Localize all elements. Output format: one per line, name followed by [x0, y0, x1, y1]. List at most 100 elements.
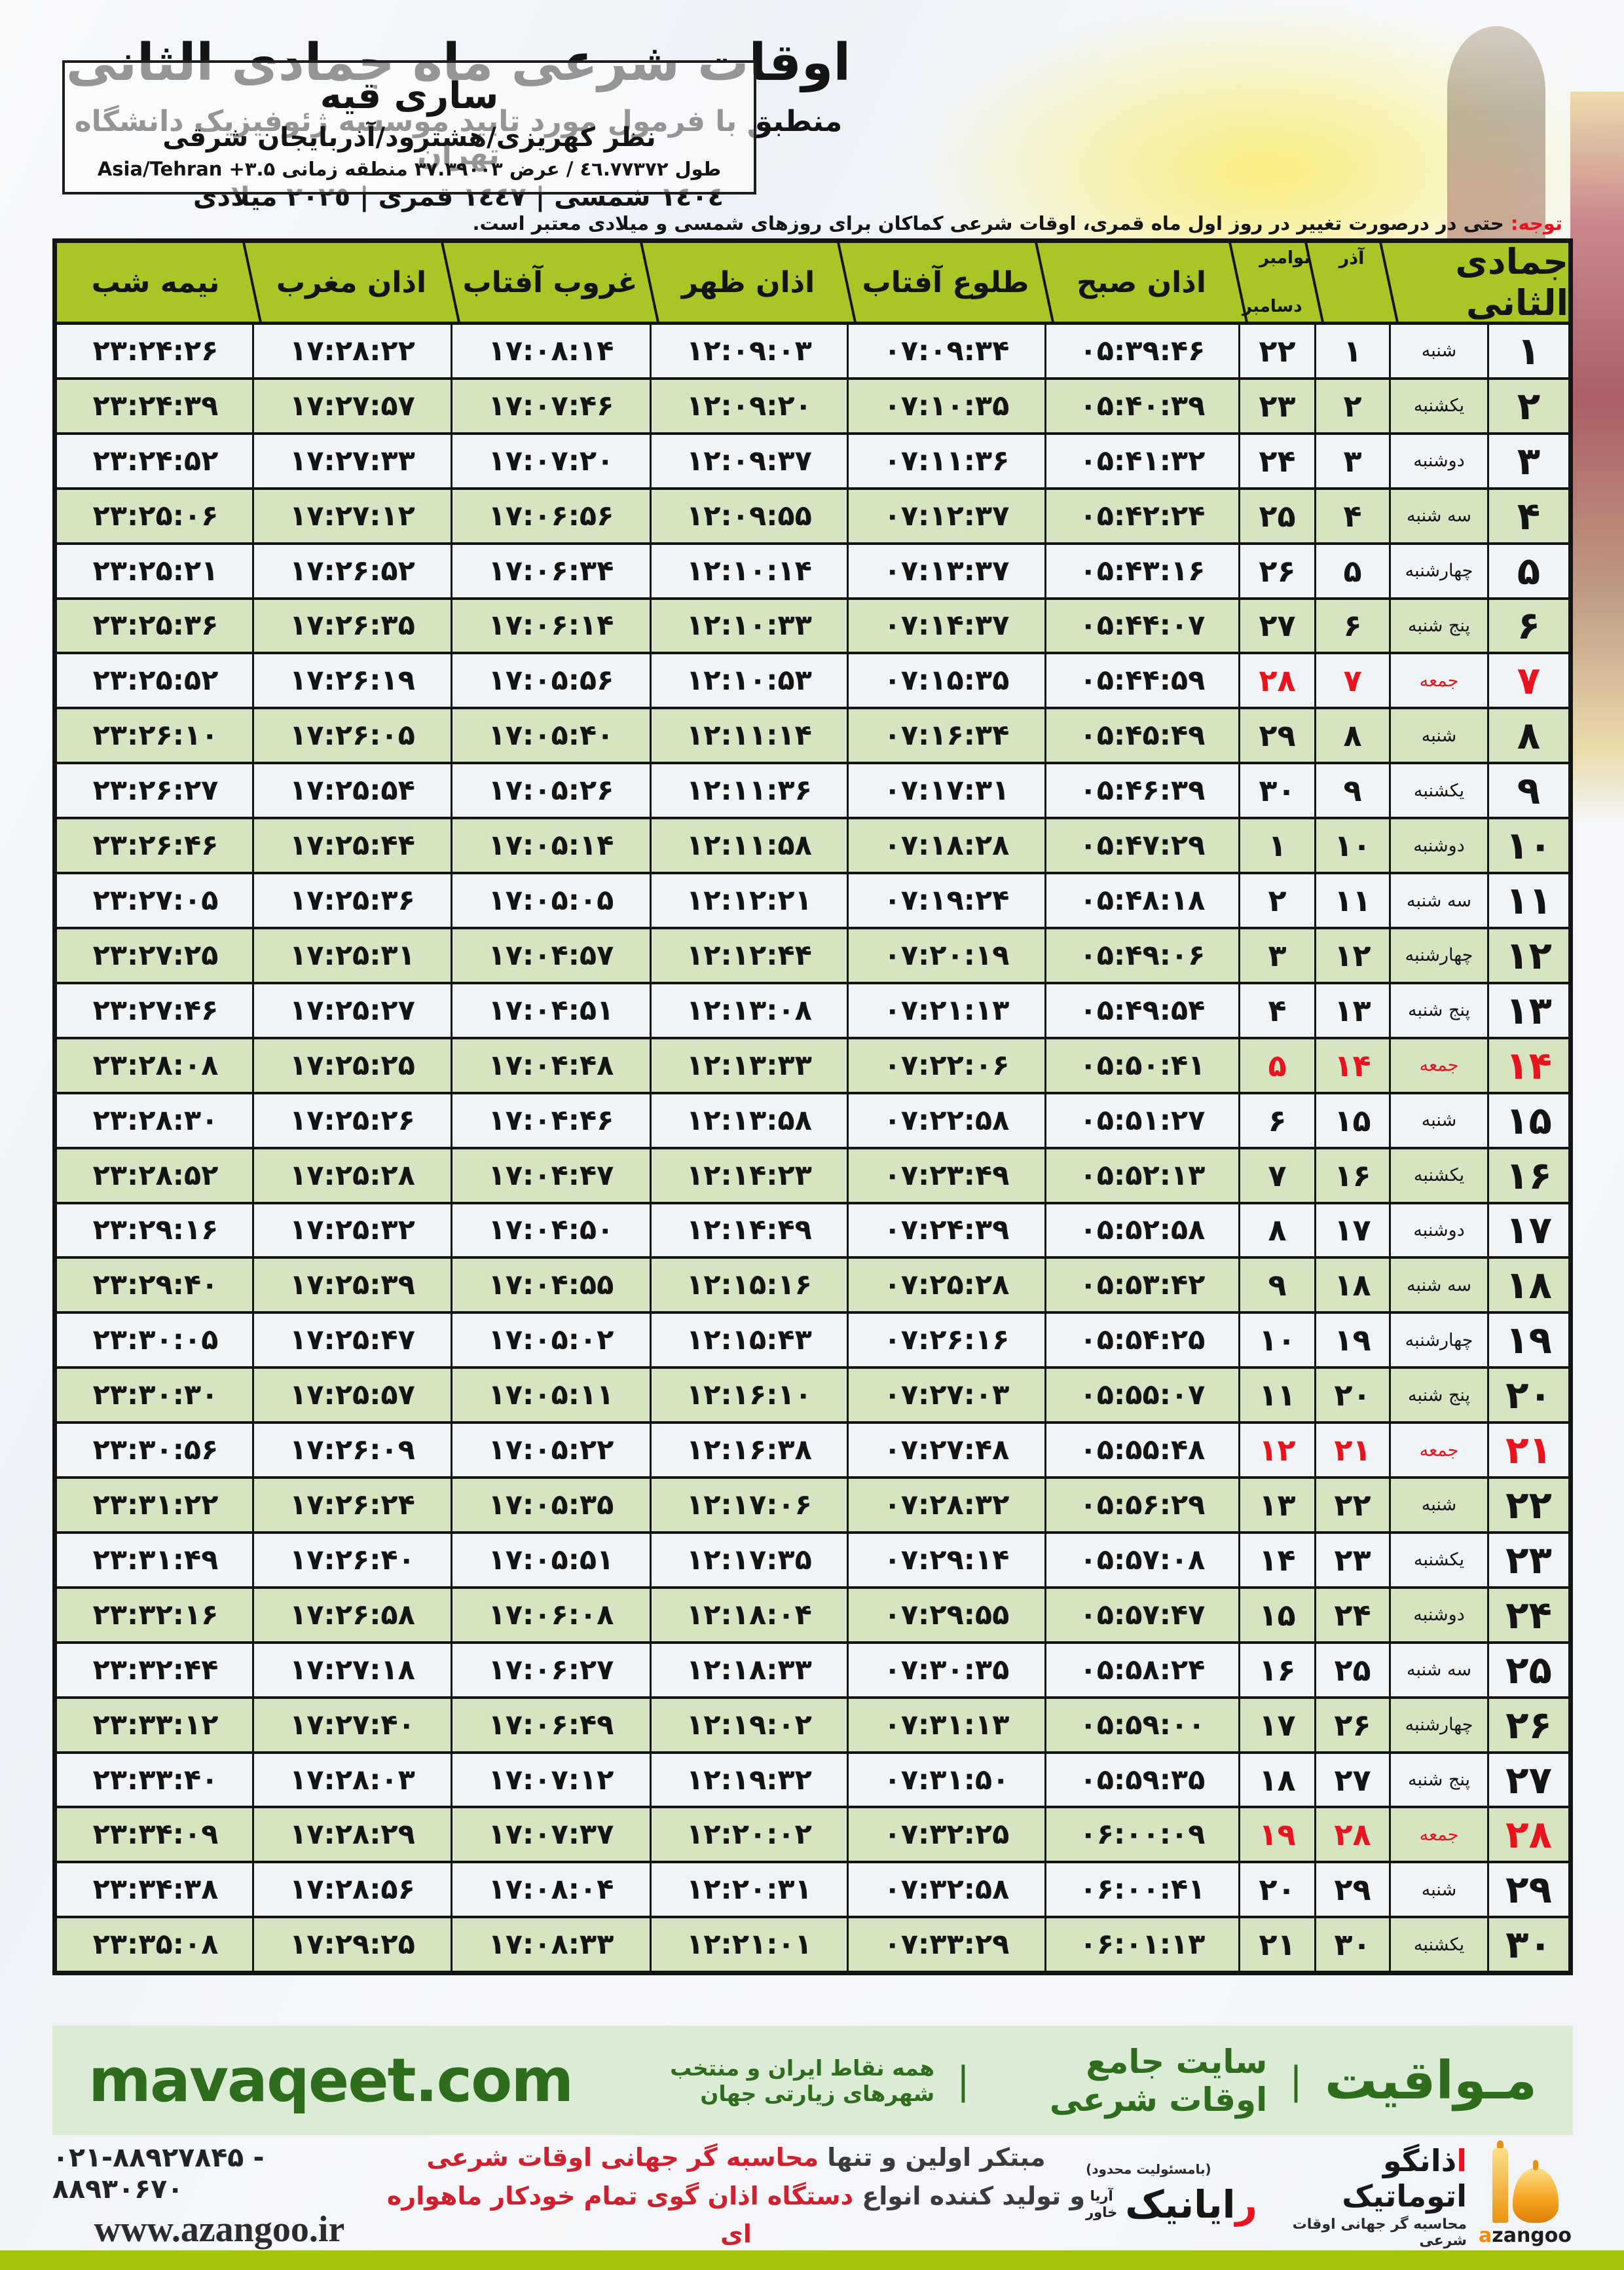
cell-sunset: ۱۷:۰۴:۴۶: [451, 1094, 650, 1147]
cell-weekday: سه شنبه: [1389, 874, 1487, 927]
cell-sunset: ۱۷:۰۷:۱۲: [451, 1753, 650, 1806]
cell-midnight: ۲۳:۳۱:۲۲: [92, 1488, 219, 1521]
notice-label: توجه:: [1510, 212, 1562, 234]
table-row: ۲۸ جمعه ۲۸ ۱۹ ۰۶:۰۰:۰۹ ۰۷:۳۲:۲۵ ۱۲:۲۰:۰۲…: [57, 1808, 1568, 1864]
cell-noon-adhan: ۱۲:۱۸:۳۳: [650, 1643, 847, 1696]
cell-sunrise: ۰۷:۳۱:۵۰: [847, 1753, 1044, 1806]
location-name: ساری قیه: [320, 75, 499, 117]
mavaqeet-url[interactable]: mavaqeet.com: [88, 2045, 574, 2115]
cell-sunrise: ۰۷:۲۱:۱۳: [847, 984, 1044, 1037]
cell-gregorian-day: ۲۱: [1238, 1918, 1314, 1971]
cell-gregorian-day: ۷: [1238, 1149, 1314, 1202]
cell-azar-day: ۱۵: [1314, 1094, 1389, 1147]
location-box: ساری قیه نظر کهریزی/هشترود/آذربایجان شرق…: [62, 60, 756, 195]
cell-sunset: ۱۷:۰۸:۱۴: [451, 325, 650, 377]
cell-sunset: ۱۷:۰۷:۳۷: [451, 1808, 650, 1861]
cell-month-day: ۲۶: [1487, 1698, 1568, 1751]
cell-azar-day: ۳: [1314, 434, 1389, 487]
cell-dawn-adhan: ۰۵:۴۴:۵۹: [1044, 654, 1238, 707]
cell-maghrib-adhan: ۱۷:۲۶:۴۰: [252, 1533, 451, 1586]
cell-azar-day: ۱۶: [1314, 1149, 1389, 1202]
cell-weekday: چهارشنبه: [1389, 544, 1487, 597]
cell-midnight: ۲۳:۲۸:۳۰: [92, 1104, 219, 1137]
cell-midnight: ۲۳:۳۳:۴۰: [92, 1763, 219, 1796]
cell-midnight: ۲۳:۳۰:۳۰: [92, 1379, 219, 1412]
cell-weekday: شنبه: [1389, 709, 1487, 762]
cell-dawn-adhan: ۰۵:۴۳:۱۶: [1044, 544, 1238, 597]
cell-midnight: ۲۳:۳۵:۰۸: [92, 1928, 219, 1962]
cell-weekday: جمعه: [1389, 1808, 1487, 1861]
cell-weekday: سه شنبه: [1389, 489, 1487, 542]
cell-sunrise: ۰۷:۱۵:۳۵: [847, 654, 1044, 707]
cell-month-day: ۲: [1487, 379, 1568, 432]
cell-midnight: ۲۳:۲۴:۵۲: [92, 444, 219, 477]
cell-noon-adhan: ۱۲:۲۰:۳۱: [650, 1863, 847, 1916]
table-row: ۲ یکشنبه ۲ ۲۳ ۰۵:۴۰:۳۹ ۰۷:۱۰:۳۵ ۱۲:۰۹:۲۰…: [57, 379, 1568, 435]
cell-weekday: یکشنبه: [1389, 1533, 1487, 1586]
cell-azar-day: ۲۶: [1314, 1698, 1389, 1751]
cell-midnight: ۲۳:۲۵:۰۶: [92, 499, 219, 532]
cell-sunrise: ۰۷:۳۲:۵۸: [847, 1863, 1044, 1916]
cell-midnight: ۲۳:۳۲:۴۴: [92, 1653, 219, 1686]
cell-noon-adhan: ۱۲:۱۹:۳۲: [650, 1753, 847, 1806]
cell-maghrib-adhan: ۱۷:۲۵:۲۸: [252, 1149, 451, 1202]
cell-gregorian-day: ۱: [1238, 819, 1314, 872]
table-row: ۲۹ شنبه ۲۹ ۲۰ ۰۶:۰۰:۴۱ ۰۷:۳۲:۵۸ ۱۲:۲۰:۳۱…: [57, 1863, 1568, 1919]
cell-gregorian-day: ۲: [1238, 874, 1314, 927]
cell-midnight: ۲۳:۳۳:۱۲: [92, 1708, 219, 1741]
cell-weekday: جمعه: [1389, 1039, 1487, 1092]
cell-maghrib-adhan: ۱۷:۲۷:۱۸: [252, 1643, 451, 1696]
right-edge-photo-strip: [1570, 92, 1624, 825]
cell-maghrib-adhan: ۱۷:۲۸:۰۳: [252, 1753, 451, 1806]
cell-gregorian-day: ۲۵: [1238, 489, 1314, 542]
rayanik-name: رایانیک: [1125, 2182, 1257, 2227]
cell-midnight: ۲۳:۲۴:۳۹: [92, 389, 219, 422]
azangoo-name: اذانگو اتوماتیک: [1342, 2143, 1467, 2214]
cell-maghrib-adhan: ۱۷:۲۶:۱۹: [252, 654, 451, 707]
cell-dawn-adhan: ۰۵:۵۵:۰۷: [1044, 1369, 1238, 1422]
azangoo-website[interactable]: www.azangoo.ir: [94, 2209, 345, 2250]
cell-midnight: ۲۳:۲۵:۲۱: [92, 554, 219, 587]
cell-noon-adhan: ۱۲:۱۱:۱۴: [650, 709, 847, 762]
promo-line2-dark: و تولید کننده انواع: [862, 2181, 1086, 2210]
cell-noon-adhan: ۱۲:۰۹:۳۷: [650, 434, 847, 487]
cell-midnight: ۲۳:۲۶:۱۰: [92, 719, 219, 753]
cell-sunrise: ۰۷:۲۴:۳۹: [847, 1204, 1044, 1257]
cell-noon-adhan: ۱۲:۱۱:۵۸: [650, 819, 847, 872]
cell-midnight: ۲۳:۲۹:۴۰: [92, 1269, 219, 1302]
location-coordinates: طول ٤٦.٧٧٣٧٢ / عرض ۳۷.۳۹۰۰۳ منطقه زمانی …: [97, 158, 722, 180]
cell-weekday: دوشنبه: [1389, 1204, 1487, 1257]
cell-sunrise: ۰۷:۲۲:۰۶: [847, 1039, 1044, 1092]
cell-midnight: ۲۳:۲۷:۰۵: [92, 884, 219, 918]
cell-gregorian-day: ۱۴: [1238, 1533, 1314, 1586]
minaret-icon: [1492, 2146, 1508, 2223]
cell-sunrise: ۰۷:۱۲:۳۷: [847, 489, 1044, 542]
cell-gregorian-day: ۲۸: [1238, 654, 1314, 707]
cell-month-day: ۱۰: [1487, 819, 1568, 872]
cell-sunrise: ۰۷:۱۶:۳۴: [847, 709, 1044, 762]
cell-maghrib-adhan: ۱۷:۲۹:۲۵: [252, 1918, 451, 1971]
header-maghrib-adhan: اذان مغرب: [252, 243, 451, 322]
cell-sunset: ۱۷:۰۴:۵۱: [451, 984, 650, 1037]
cell-dawn-adhan: ۰۵:۴۷:۲۹: [1044, 819, 1238, 872]
cell-dawn-adhan: ۰۵:۵۳:۴۲: [1044, 1259, 1238, 1312]
cell-noon-adhan: ۱۲:۰۹:۵۵: [650, 489, 847, 542]
bottom-footer: azangoo اذانگو اتوماتیک محاسبه گر جهانی …: [46, 2142, 1578, 2250]
cell-sunrise: ۰۷:۱۷:۳۱: [847, 764, 1044, 817]
cell-sunset: ۱۷:۰۵:۱۱: [451, 1369, 650, 1422]
promo-line2-red: دستگاه اذان گوی تمام خودکار ماهواره ای: [386, 2181, 854, 2249]
cell-sunrise: ۰۷:۲۹:۵۵: [847, 1588, 1044, 1641]
cell-noon-adhan: ۱۲:۱۲:۴۴: [650, 929, 847, 982]
cell-dawn-adhan: ۰۵:۴۴:۰۷: [1044, 599, 1238, 652]
cell-noon-adhan: ۱۲:۱۸:۰۴: [650, 1588, 847, 1641]
cell-gregorian-day: ۳: [1238, 929, 1314, 982]
cell-gregorian-day: ۱۸: [1238, 1753, 1314, 1806]
cell-month-day: ۴: [1487, 489, 1568, 542]
cell-noon-adhan: ۱۲:۲۰:۰۲: [650, 1808, 847, 1861]
cell-month-day: ۱۳: [1487, 984, 1568, 1037]
cell-sunrise: ۰۷:۲۷:۴۸: [847, 1424, 1044, 1477]
header-noon-adhan: اذان ظهر: [650, 243, 847, 322]
cell-midnight: ۲۳:۲۵:۵۲: [92, 664, 219, 698]
cell-month-day: ۲۲: [1487, 1479, 1568, 1531]
